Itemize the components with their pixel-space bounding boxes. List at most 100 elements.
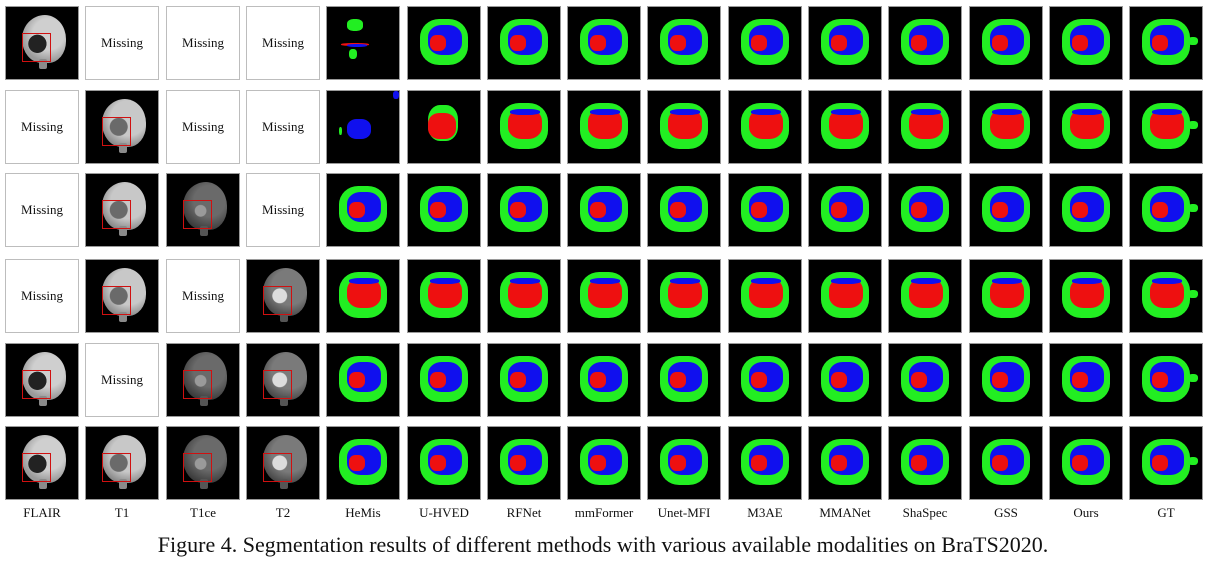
segmentation-result-mmformer <box>567 343 641 417</box>
enhancing-tumor-region <box>670 278 700 284</box>
segmentation-result-mmformer <box>567 6 641 80</box>
column-label: M3AE <box>747 505 783 520</box>
segmentation-result-u-hved <box>407 90 481 164</box>
necrotic-core-region <box>1152 35 1168 51</box>
segmentation-result-ours <box>1049 259 1123 333</box>
edema-region <box>347 19 363 31</box>
edema-region <box>1188 37 1198 45</box>
mri-slice-t1ce <box>166 173 240 247</box>
enhancing-tumor-region <box>992 109 1022 115</box>
edema-region <box>1188 374 1198 382</box>
edema-region <box>1188 204 1198 212</box>
mri-slice-t1ce <box>166 343 240 417</box>
column-label: HeMis <box>345 505 381 520</box>
segmentation-result-u-hved <box>407 173 481 247</box>
missing-label: Missing <box>182 288 224 303</box>
brain-image <box>102 182 146 230</box>
necrotic-core-region <box>831 35 847 51</box>
missing-label: Missing <box>21 288 63 303</box>
missing-modality-tile: Missing <box>85 6 159 80</box>
necrotic-core-region <box>1072 372 1088 388</box>
segmentation-result-shaspec <box>888 90 962 164</box>
enhancing-tumor-region <box>911 109 941 115</box>
enhancing-tumor-region <box>347 44 367 47</box>
segmentation-result-m3ae <box>728 343 802 417</box>
segmentation-result-hemis <box>326 6 400 80</box>
segmentation-result-rfnet <box>487 6 561 80</box>
necrotic-core-region <box>992 202 1008 218</box>
edema-region <box>1188 290 1198 298</box>
column-label: Ours <box>1073 505 1099 520</box>
column-label: GSS <box>994 505 1018 520</box>
missing-modality-tile: Missing <box>166 90 240 164</box>
segmentation-result-gt <box>1129 426 1203 500</box>
brain-image <box>22 15 66 63</box>
edema-region <box>339 127 342 135</box>
enhancing-tumor-region <box>1072 278 1102 284</box>
necrotic-core-region <box>590 455 606 471</box>
roi-box <box>183 200 212 229</box>
edema-region <box>349 49 357 59</box>
segmentation-result-gt <box>1129 343 1203 417</box>
missing-label: Missing <box>262 119 304 134</box>
figure-caption: Figure 4. Segmentation results of differ… <box>157 532 1049 557</box>
enhancing-tumor-region <box>911 278 941 284</box>
enhancing-tumor-region <box>590 109 620 115</box>
necrotic-core-region <box>911 202 927 218</box>
necrotic-core-region <box>1072 202 1088 218</box>
necrotic-core-region <box>670 372 686 388</box>
necrotic-core-region <box>510 372 526 388</box>
segmentation-result-unet-mfi <box>647 6 721 80</box>
brain-stem-image <box>119 143 127 153</box>
enhancing-tumor-region <box>430 278 460 284</box>
roi-box <box>102 117 131 146</box>
segmentation-result-gss <box>969 259 1043 333</box>
roi-box <box>102 286 131 315</box>
necrotic-core-region <box>349 372 365 388</box>
necrotic-core-region <box>751 202 767 218</box>
segmentation-result-m3ae <box>728 426 802 500</box>
necrotic-core-region <box>831 372 847 388</box>
segmentation-result-ours <box>1049 426 1123 500</box>
column-label: T2 <box>275 505 291 520</box>
segmentation-result-mmanet <box>808 259 882 333</box>
enhancing-tumor-region <box>992 278 1022 284</box>
mri-slice-t2 <box>246 426 320 500</box>
segmentation-result-shaspec <box>888 259 962 333</box>
enhancing-tumor-region <box>347 119 371 139</box>
enhancing-tumor-region <box>751 109 781 115</box>
segmentation-result-rfnet <box>487 343 561 417</box>
segmentation-result-u-hved <box>407 343 481 417</box>
segmentation-result-mmformer <box>567 173 641 247</box>
brain-stem-image <box>39 479 47 489</box>
segmentation-result-mmanet <box>808 173 882 247</box>
brain-image <box>102 268 146 316</box>
roi-box <box>263 370 292 399</box>
segmentation-result-gt <box>1129 259 1203 333</box>
brain-image <box>183 182 227 230</box>
necrotic-core-region <box>428 113 456 139</box>
edema-region <box>1188 121 1198 129</box>
segmentation-result-ours <box>1049 173 1123 247</box>
segmentation-result-mmanet <box>808 426 882 500</box>
mri-slice-t2 <box>246 259 320 333</box>
mri-slice-t2 <box>246 343 320 417</box>
missing-label: Missing <box>262 35 304 50</box>
missing-modality-tile: Missing <box>166 6 240 80</box>
necrotic-core-region <box>1072 455 1088 471</box>
brain-stem-image <box>200 479 208 489</box>
segmentation-result-gss <box>969 426 1043 500</box>
missing-label: Missing <box>21 119 63 134</box>
column-label: U-HVED <box>419 505 469 520</box>
segmentation-result-u-hved <box>407 259 481 333</box>
brain-stem-image <box>119 226 127 236</box>
necrotic-core-region <box>992 372 1008 388</box>
segmentation-result-rfnet <box>487 173 561 247</box>
segmentation-result-gt <box>1129 6 1203 80</box>
segmentation-result-hemis <box>326 259 400 333</box>
segmentation-result-rfnet <box>487 426 561 500</box>
segmentation-result-mmformer <box>567 426 641 500</box>
segmentation-result-gss <box>969 6 1043 80</box>
segmentation-result-gt <box>1129 173 1203 247</box>
segmentation-result-hemis <box>326 90 400 164</box>
